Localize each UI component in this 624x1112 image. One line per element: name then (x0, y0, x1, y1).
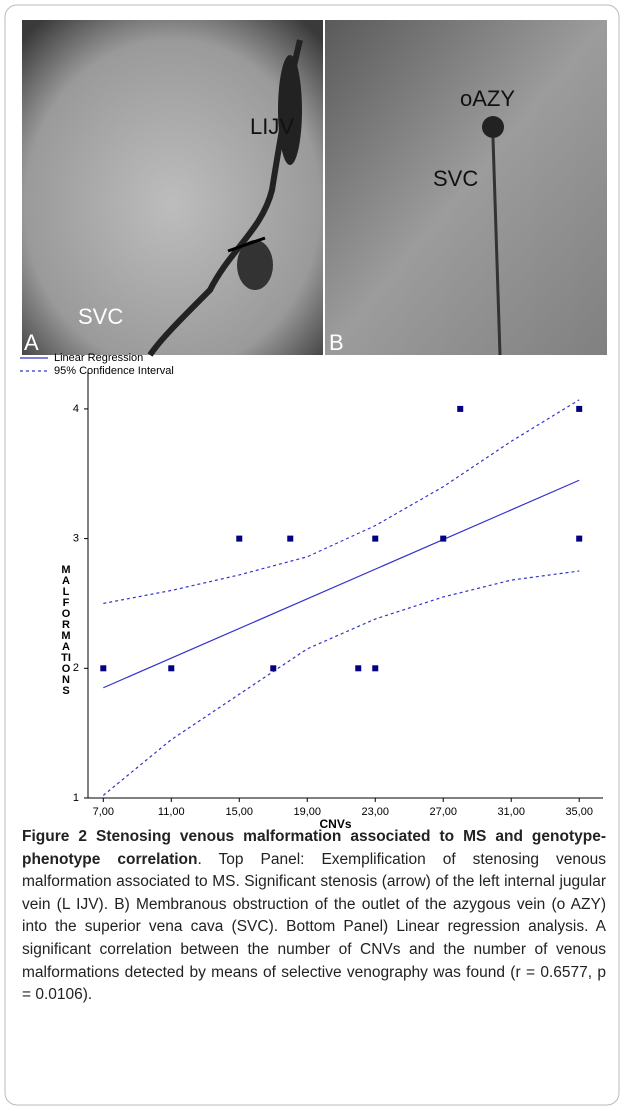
arrow (227, 236, 266, 253)
panel-letter: B (329, 330, 344, 355)
panel-label: LIJV (250, 114, 294, 139)
point (372, 535, 379, 542)
point (457, 405, 464, 412)
series-line (103, 479, 580, 689)
caption: Figure 2 Stenosing venous malformation a… (22, 826, 606, 1007)
point (168, 665, 175, 672)
point (100, 665, 107, 672)
x-tick-label: 35,00 (565, 806, 593, 818)
point (287, 535, 294, 542)
panel-label: SVC (433, 166, 478, 191)
point (372, 665, 379, 672)
x-tick-label: 19,00 (293, 806, 321, 818)
vein (237, 240, 273, 290)
panel-letter: A (24, 330, 39, 355)
x-tick-label: 7,00 (93, 806, 114, 818)
legend-label: 95% Confidence Interval (54, 365, 174, 377)
x-tick-label: 11,00 (158, 806, 185, 818)
vein (491, 137, 502, 356)
panel-label: SVC (78, 304, 123, 329)
panel-label: oAZY (460, 86, 515, 111)
x-tick-label: 15,00 (226, 806, 254, 818)
point (355, 665, 362, 672)
x-tick-label: 23,00 (361, 806, 389, 818)
point (576, 535, 583, 542)
x-axis-label: CNVs (319, 817, 351, 831)
image-b (325, 20, 607, 355)
point (440, 535, 447, 542)
y-tick-label: 2 (73, 662, 79, 674)
legend-label: Linear Regression (54, 352, 143, 364)
series-line (102, 570, 580, 796)
vein (278, 55, 302, 165)
x-tick-label: 31,00 (497, 806, 525, 818)
x-tick-label: 27,00 (429, 806, 457, 818)
image-a (22, 20, 323, 355)
point (576, 405, 583, 412)
y-tick-label: 4 (73, 403, 79, 415)
azygos (482, 116, 504, 138)
series-line (103, 399, 580, 605)
point (270, 665, 277, 672)
frame (4, 4, 620, 1106)
y-tick-label: 3 (73, 533, 79, 545)
point (236, 535, 243, 542)
y-axis-label: MALFORMATIONS (61, 564, 71, 697)
y-tick-label: 1 (73, 792, 79, 804)
caption-text: . Top Panel: Exemplification of stenosin… (22, 850, 606, 1004)
caption-title: Figure 2 Stenosing venous malformation a… (22, 828, 606, 868)
